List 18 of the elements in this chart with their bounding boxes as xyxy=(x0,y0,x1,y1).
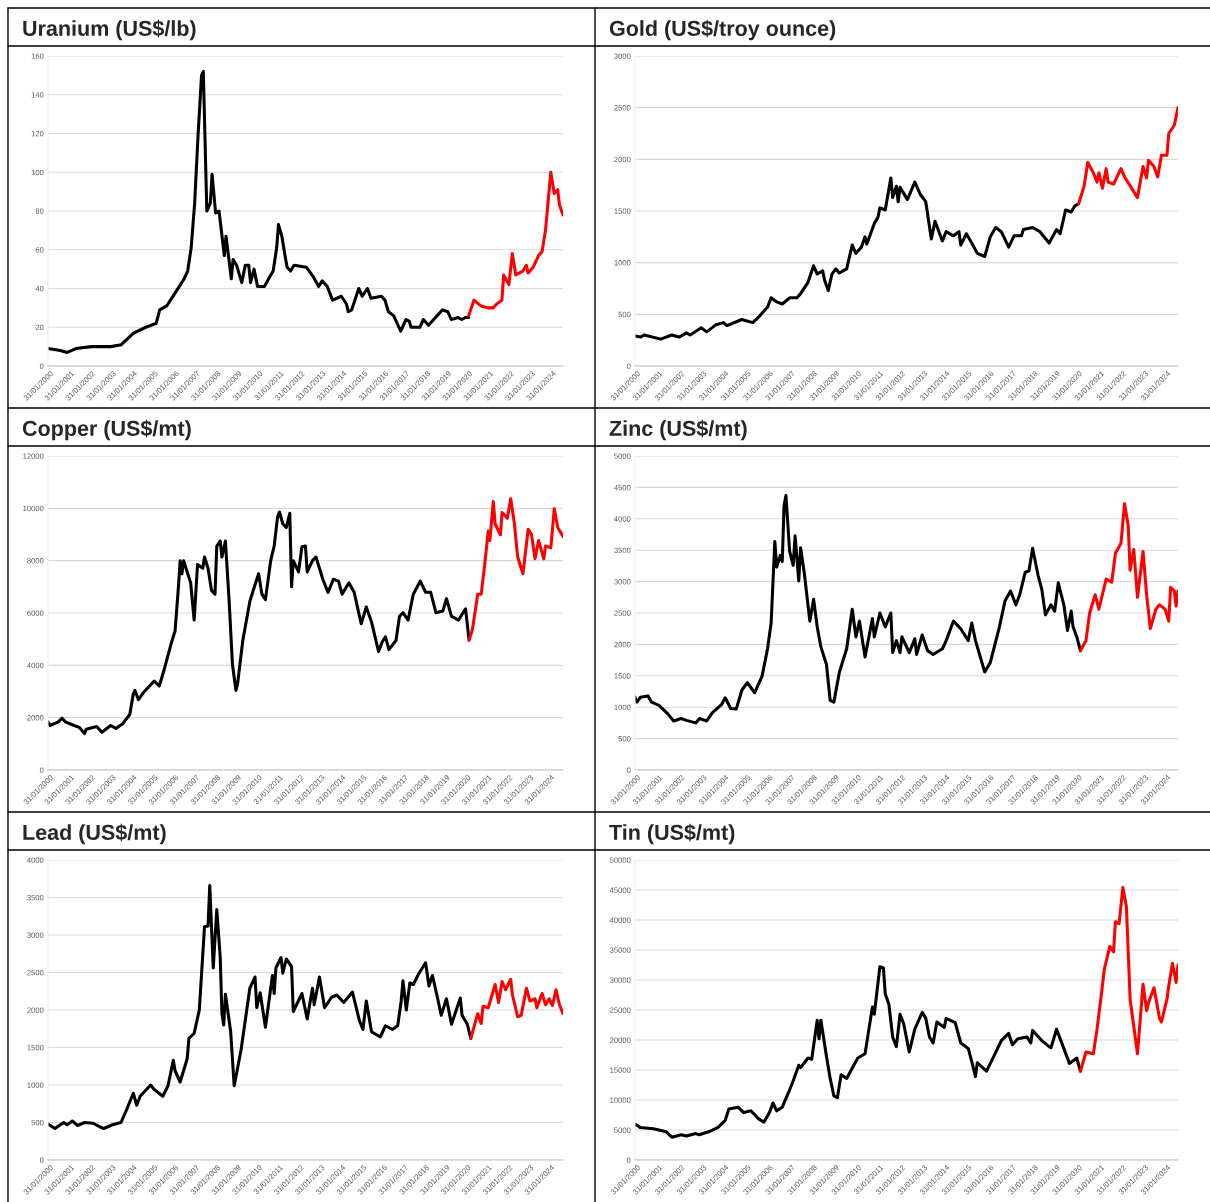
line-series xyxy=(467,497,563,642)
line-series xyxy=(48,510,471,736)
line-series xyxy=(48,69,471,354)
line-series xyxy=(635,494,1082,725)
chart-title: Lead (US$/mt) xyxy=(23,823,166,845)
line-series xyxy=(467,170,563,318)
line-series xyxy=(635,176,1081,341)
line-series xyxy=(1078,886,1178,1073)
line-series xyxy=(1078,502,1178,653)
chart-title: Tin (US$/mt) xyxy=(609,823,735,845)
line-series xyxy=(469,977,563,1041)
chart-title: Copper (US$/mt) xyxy=(22,419,191,441)
chart-title: Gold (US$/troy ounce) xyxy=(609,19,836,41)
line-series xyxy=(1077,106,1178,206)
chart-title: Uranium (US$/lb) xyxy=(23,19,196,41)
chart-title: Zinc (US$/mt) xyxy=(609,419,747,441)
line-series xyxy=(48,883,473,1131)
line-series xyxy=(635,965,1082,1139)
